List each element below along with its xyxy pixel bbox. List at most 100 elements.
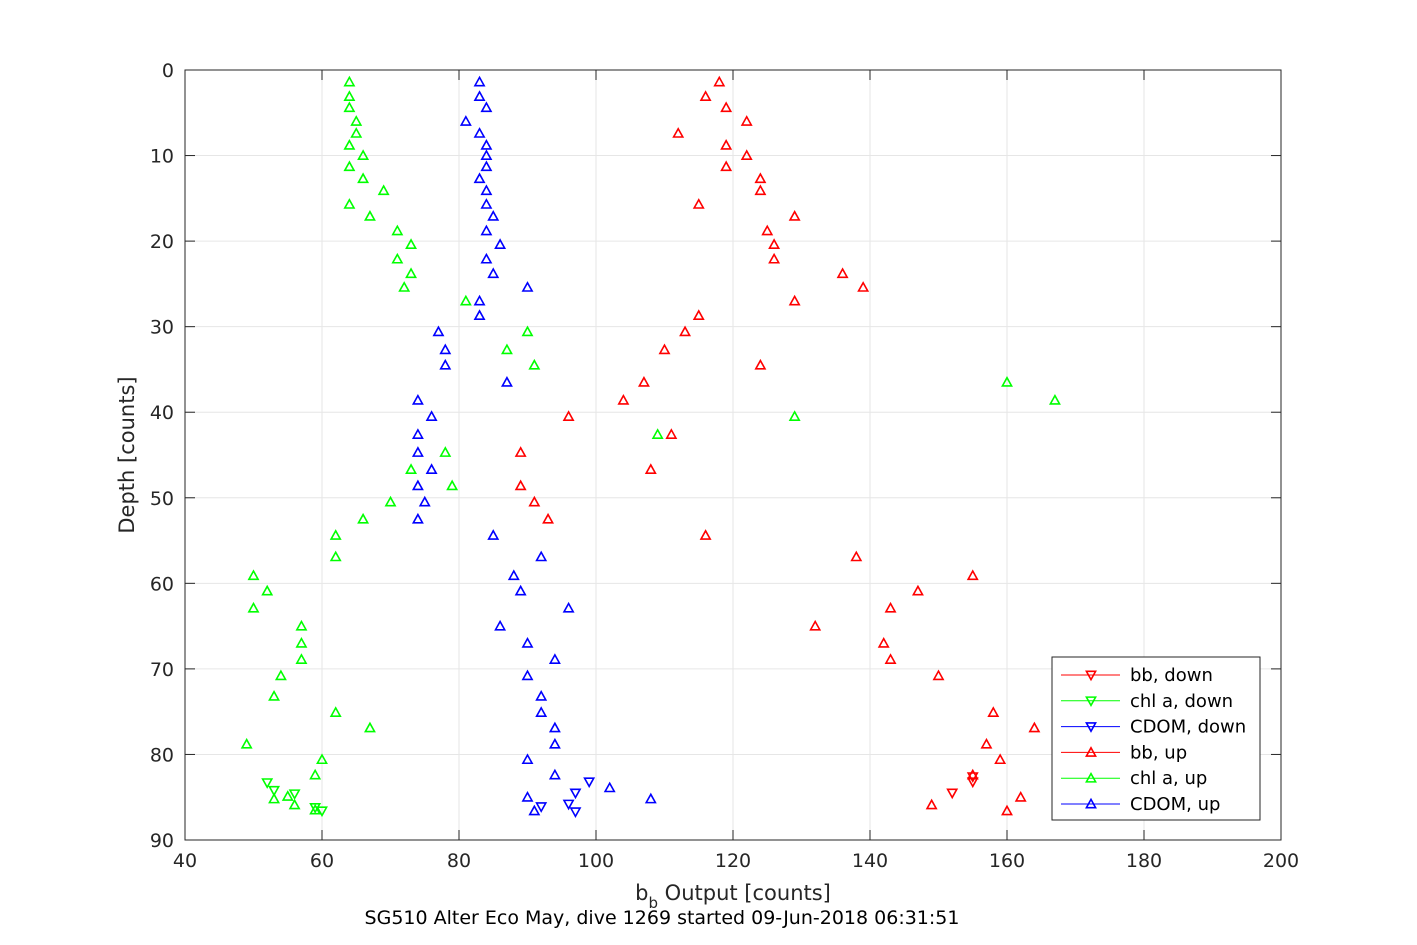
data-point (528, 495, 541, 507)
data-point (528, 358, 541, 370)
data-point (535, 706, 548, 718)
data-point (411, 446, 424, 457)
data-point (720, 101, 733, 113)
data-point (617, 393, 630, 405)
data-point (487, 529, 500, 540)
data-point (405, 267, 418, 279)
data-point (480, 139, 493, 150)
data-point (391, 252, 404, 264)
data-point (740, 149, 753, 161)
data-point (535, 802, 548, 813)
data-point (329, 706, 342, 718)
data-point (768, 238, 781, 250)
data-point (343, 101, 356, 113)
data-point (542, 512, 555, 524)
data-point (514, 584, 527, 596)
data-point (363, 210, 376, 221)
data-point (316, 753, 328, 765)
data-points (240, 75, 1061, 819)
data-point (836, 267, 849, 279)
data-point (966, 569, 979, 581)
x-tick-label: 140 (852, 850, 888, 872)
y-tick-label: 90 (150, 830, 174, 852)
data-point (343, 75, 356, 87)
data-point (261, 584, 274, 596)
data-point (343, 90, 356, 102)
data-point (480, 198, 493, 209)
data-point (240, 737, 253, 749)
data-point (521, 636, 534, 648)
legend-entry: CDOM, down (1061, 717, 1246, 738)
x-axis-label-main: b (635, 881, 648, 905)
data-point (480, 184, 493, 196)
data-point (788, 410, 801, 421)
data-point (850, 550, 863, 562)
data-point (809, 619, 822, 631)
data-point (514, 479, 527, 491)
data-point (1028, 721, 1041, 733)
data-point (966, 768, 979, 780)
data-point (603, 781, 616, 793)
data-point (665, 428, 678, 439)
series-chl-a-up (240, 75, 1061, 815)
data-point (398, 281, 411, 292)
data-point (911, 584, 924, 596)
data-point (699, 90, 712, 102)
data-point (411, 393, 424, 405)
x-tick-label: 180 (1126, 850, 1162, 872)
data-point (473, 127, 486, 138)
data-point (473, 90, 486, 102)
x-tick-label: 40 (173, 850, 197, 872)
data-point (480, 224, 493, 236)
data-point (699, 529, 712, 540)
data-point (281, 790, 294, 801)
data-point (261, 778, 274, 789)
data-point (562, 410, 575, 421)
data-point (459, 115, 472, 126)
data-point (411, 512, 424, 524)
data-point (788, 210, 801, 221)
y-tick-label: 50 (150, 488, 174, 510)
data-point (946, 788, 959, 800)
legend-label: chl a, up (1130, 768, 1207, 789)
data-point (418, 495, 431, 507)
data-point (884, 653, 897, 664)
data-point (925, 798, 938, 810)
data-point (384, 495, 397, 507)
legend-marker (1085, 746, 1097, 757)
y-axis-label: Depth [counts] (115, 376, 139, 533)
data-point (329, 529, 342, 540)
data-point (966, 772, 979, 783)
data-point (877, 636, 890, 648)
legend-entry: CDOM, up (1061, 794, 1220, 815)
axis-ticks: 40 60 80 100 120 140 160 180 200 0 10 20 30 40 50 60 70 8… (150, 60, 1299, 872)
x-tick-label: 100 (578, 850, 614, 872)
x-tick-label: 200 (1263, 850, 1299, 872)
legend-label: chl a, down (1130, 691, 1233, 712)
data-point (425, 410, 438, 421)
data-point (405, 238, 418, 250)
data-point (761, 224, 774, 236)
data-point (713, 75, 726, 87)
data-point (692, 198, 705, 209)
data-point (288, 798, 301, 810)
legend-marker (1085, 696, 1097, 708)
data-point (548, 737, 561, 749)
legend-marker (1085, 670, 1097, 682)
legend: bb, down chl a, down CDOM, down bb, up chl a… (1051, 656, 1261, 821)
data-point (548, 768, 561, 780)
legend-marker (1085, 797, 1097, 809)
data-point (329, 550, 342, 562)
data-point (1001, 376, 1013, 387)
data-point (247, 601, 260, 613)
data-point (720, 160, 733, 172)
y-tick-label: 70 (150, 659, 174, 681)
data-point (637, 376, 650, 387)
data-point (994, 753, 1007, 765)
data-point (295, 619, 308, 631)
data-point (651, 428, 664, 439)
data-point (350, 115, 363, 126)
y-tick-label: 80 (150, 744, 174, 766)
data-point (357, 172, 370, 184)
data-point (343, 198, 356, 209)
